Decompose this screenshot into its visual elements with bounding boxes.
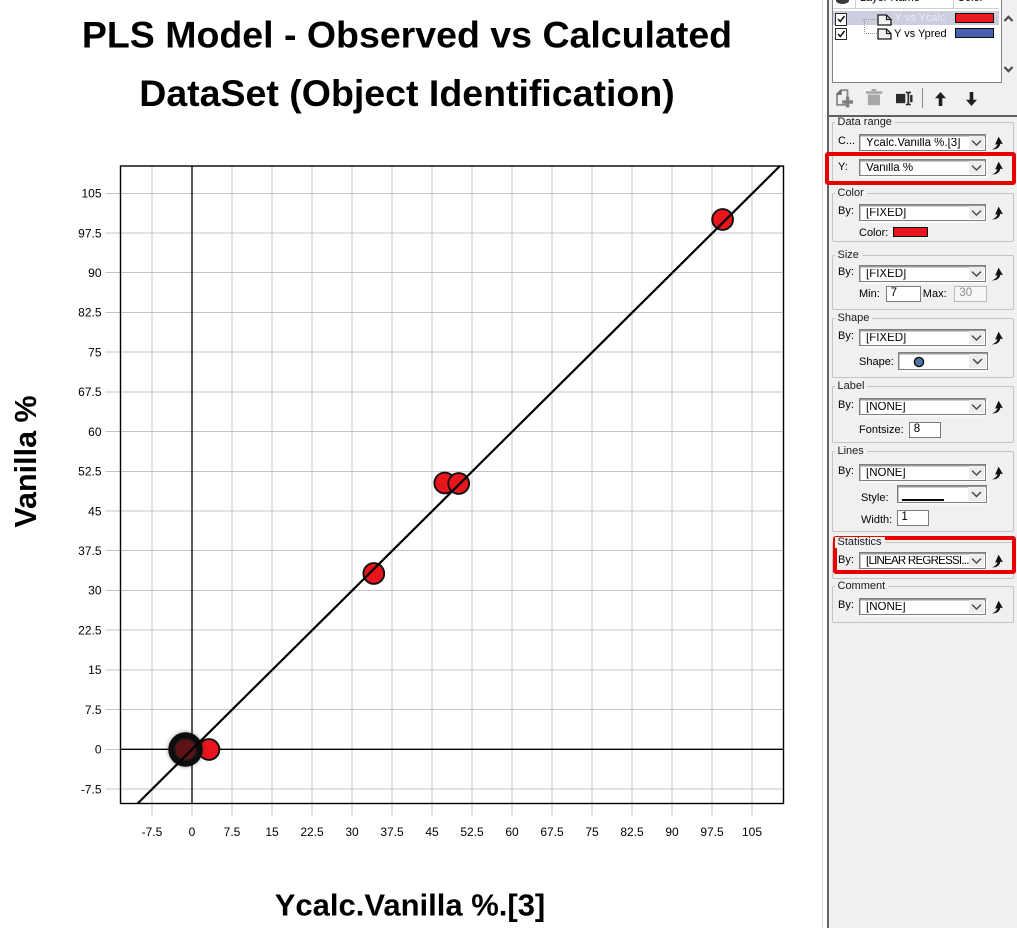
svg-text:60: 60 [505,825,519,839]
svg-text:75: 75 [88,346,102,360]
svg-text:30: 30 [345,825,359,839]
svg-text:PLS Model - Observed vs Calcul: PLS Model - Observed vs Calculated [82,14,732,56]
svg-text:0: 0 [95,743,102,757]
svg-text:105: 105 [81,187,101,201]
svg-text:52.5: 52.5 [78,465,102,479]
svg-text:52.5: 52.5 [460,825,484,839]
svg-text:37.5: 37.5 [380,825,404,839]
svg-text:7.5: 7.5 [85,703,102,717]
svg-text:60: 60 [88,425,102,439]
svg-text:67.5: 67.5 [78,385,102,399]
svg-text:DataSet (Object Identification: DataSet (Object Identification) [139,72,674,114]
svg-text:75: 75 [585,825,599,839]
svg-text:0: 0 [189,825,196,839]
svg-text:67.5: 67.5 [540,825,564,839]
svg-text:Ycalc.Vanilla %.[3]: Ycalc.Vanilla %.[3] [275,888,546,923]
svg-text:90: 90 [88,266,102,280]
svg-text:30: 30 [88,584,102,598]
svg-text:-7.5: -7.5 [142,825,163,839]
svg-text:45: 45 [88,504,102,518]
svg-text:82.5: 82.5 [620,825,644,839]
svg-text:22.5: 22.5 [78,624,102,638]
svg-text:82.5: 82.5 [78,306,102,320]
svg-text:90: 90 [665,825,679,839]
svg-text:97.5: 97.5 [78,226,102,240]
svg-text:-7.5: -7.5 [81,782,102,796]
svg-text:97.5: 97.5 [700,825,724,839]
svg-text:45: 45 [425,825,439,839]
svg-text:22.5: 22.5 [300,825,324,839]
svg-text:37.5: 37.5 [78,544,102,558]
svg-text:15: 15 [265,825,279,839]
svg-text:Vanilla %: Vanilla % [9,395,43,527]
svg-text:7.5: 7.5 [224,825,241,839]
svg-text:15: 15 [88,663,102,677]
svg-text:105: 105 [742,825,762,839]
